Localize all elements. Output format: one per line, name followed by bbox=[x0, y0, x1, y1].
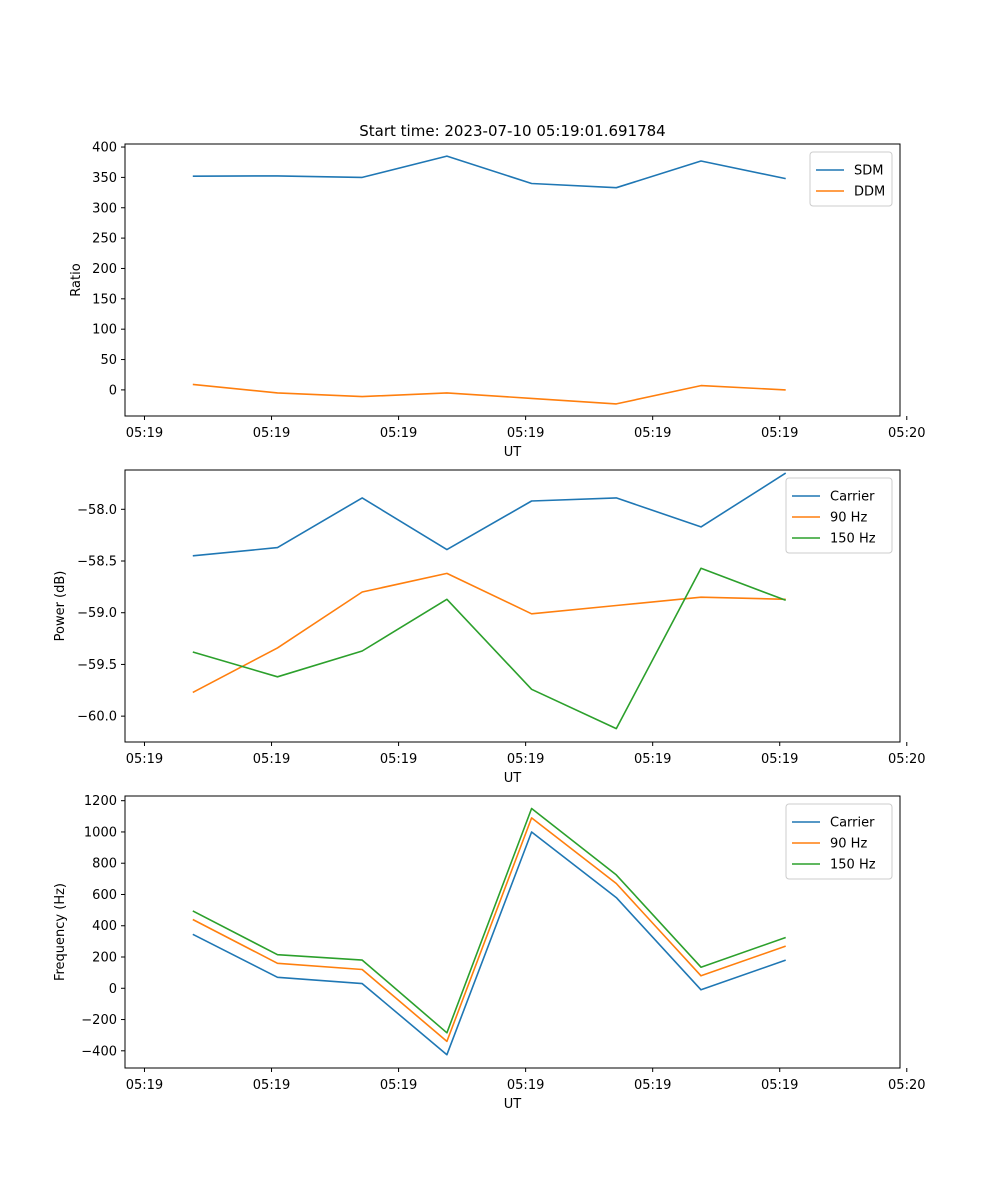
y-axis-label: Frequency (Hz) bbox=[53, 883, 68, 981]
series-line-90-hz bbox=[192, 817, 786, 1043]
series-group bbox=[192, 807, 786, 1056]
legend-label: DDM bbox=[854, 185, 885, 200]
y-tick-label: 200 bbox=[92, 951, 117, 966]
y-axis-label: Ratio bbox=[69, 263, 84, 296]
chart-panel-2: −60.0 −59.5 −59.0 −58.5 −58.0 05:19 05:19 05:19… bbox=[53, 469, 926, 786]
x-tick-label: 05:19 bbox=[507, 1078, 544, 1093]
chart-panel-3: −400 −200 0 200 400 600 800 1000 1200 05:19 05:19 0… bbox=[53, 794, 926, 1112]
legend: Carrier 90 Hz 150 Hz bbox=[785, 477, 893, 554]
legend-label: Carrier bbox=[830, 816, 875, 831]
legend-label: Carrier bbox=[830, 490, 875, 505]
legend-label: 150 Hz bbox=[830, 858, 876, 873]
y-tick-label: 600 bbox=[92, 888, 117, 903]
x-axis-label: UT bbox=[504, 771, 522, 786]
x-tick-label: 05:19 bbox=[634, 752, 671, 767]
series-line-90-hz bbox=[192, 572, 786, 694]
x-tick-label: 05:19 bbox=[253, 426, 290, 441]
series-group bbox=[192, 472, 787, 730]
series-group bbox=[192, 155, 786, 405]
y-tick-label: 50 bbox=[100, 353, 117, 368]
x-tick-label: 05:19 bbox=[761, 426, 798, 441]
y-tick-label: 1200 bbox=[84, 794, 117, 809]
y-tick-label: −58.0 bbox=[77, 503, 117, 518]
legend: SDM DDM bbox=[809, 151, 893, 207]
x-tick-label: 05:19 bbox=[380, 752, 417, 767]
y-axis-label: Power (dB) bbox=[53, 571, 68, 642]
y-tick-label: −59.5 bbox=[77, 658, 117, 673]
x-tick-label: 05:19 bbox=[634, 1078, 671, 1093]
x-axis-label: UT bbox=[504, 445, 522, 460]
y-tick-label: 400 bbox=[92, 919, 117, 934]
y-tick-label: 100 bbox=[92, 323, 117, 338]
x-tick-label: 05:19 bbox=[634, 426, 671, 441]
axes-frame bbox=[124, 143, 901, 417]
x-tick-label: 05:20 bbox=[888, 1078, 925, 1093]
y-tick-label: −60.0 bbox=[77, 710, 117, 725]
chart-panel-1: 0 50 100 150 200 250 300 350 400 05:19 05:19 05:19 0… bbox=[69, 141, 926, 460]
y-tick-label: −59.0 bbox=[77, 606, 117, 621]
y-tick-label: 800 bbox=[92, 857, 117, 872]
x-tick-label: 05:19 bbox=[126, 752, 163, 767]
legend-label: SDM bbox=[854, 164, 883, 179]
x-tick-label: 05:19 bbox=[507, 752, 544, 767]
legend-label: 90 Hz bbox=[830, 837, 867, 852]
series-line-carrier bbox=[192, 472, 787, 557]
axes-frame bbox=[124, 469, 901, 743]
y-tick-label: 1000 bbox=[84, 825, 117, 840]
x-axis-label: UT bbox=[504, 1097, 522, 1112]
x-tick-label: 05:19 bbox=[380, 426, 417, 441]
y-tick-label: 250 bbox=[92, 232, 117, 247]
axes-frame bbox=[124, 795, 901, 1069]
x-tick-label: 05:19 bbox=[253, 1078, 290, 1093]
x-tick-label: 05:19 bbox=[761, 1078, 798, 1093]
y-tick-label: 400 bbox=[92, 141, 117, 156]
x-tick-label: 05:19 bbox=[253, 752, 290, 767]
figure-title: Start time: 2023-07-10 05:19:01.691784 bbox=[359, 122, 665, 140]
series-line-150-hz bbox=[192, 807, 786, 1034]
y-tick-label: 0 bbox=[109, 982, 117, 997]
y-tick-label: 350 bbox=[92, 171, 117, 186]
y-tick-label: 0 bbox=[109, 383, 117, 398]
x-tick-label: 05:19 bbox=[507, 426, 544, 441]
y-tick-label: −400 bbox=[81, 1044, 117, 1059]
legend-label: 150 Hz bbox=[830, 532, 876, 547]
y-tick-label: 200 bbox=[92, 262, 117, 277]
series-line-150-hz bbox=[192, 567, 786, 730]
y-tick-label: 150 bbox=[92, 292, 117, 307]
legend-frame bbox=[809, 151, 893, 207]
x-tick-label: 05:20 bbox=[888, 752, 925, 767]
y-tick-label: −200 bbox=[81, 1013, 117, 1028]
x-tick-label: 05:19 bbox=[126, 1078, 163, 1093]
series-line-sdm bbox=[192, 155, 786, 189]
y-tick-label: −58.5 bbox=[77, 555, 117, 570]
x-tick-label: 05:19 bbox=[761, 752, 798, 767]
x-tick-label: 05:19 bbox=[380, 1078, 417, 1093]
series-line-carrier bbox=[192, 831, 786, 1056]
y-tick-label: 300 bbox=[92, 201, 117, 216]
legend-label: 90 Hz bbox=[830, 511, 867, 526]
x-tick-label: 05:19 bbox=[126, 426, 163, 441]
x-tick-label: 05:20 bbox=[888, 426, 925, 441]
legend: Carrier 90 Hz 150 Hz bbox=[785, 803, 893, 880]
series-line-ddm bbox=[192, 383, 786, 405]
